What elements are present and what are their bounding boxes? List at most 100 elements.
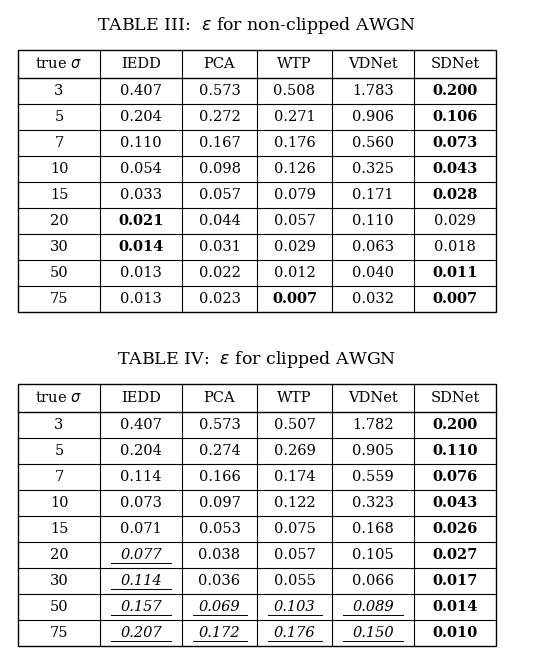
Text: 0.069: 0.069 [199,600,240,614]
Text: 0.200: 0.200 [433,84,478,98]
Text: 3: 3 [54,418,64,432]
Text: 0.076: 0.076 [433,470,478,484]
Text: 0.207: 0.207 [120,626,162,640]
Text: 0.033: 0.033 [120,188,162,202]
Text: 50: 50 [50,266,68,280]
Text: 0.110: 0.110 [120,136,162,150]
Text: 0.040: 0.040 [352,266,394,280]
Text: 0.057: 0.057 [198,188,241,202]
Text: 0.573: 0.573 [198,418,241,432]
Text: 15: 15 [50,188,68,202]
Text: 0.031: 0.031 [198,240,241,254]
Text: 0.507: 0.507 [274,418,315,432]
Bar [18,50,496,312]
Text: VDNet: VDNet [348,57,398,71]
Text: 0.053: 0.053 [198,522,241,536]
Text: 0.028: 0.028 [433,188,478,202]
Text: 0.007: 0.007 [272,292,317,306]
Text: 0.075: 0.075 [274,522,315,536]
Text: TABLE IV:  $\varepsilon$ for clipped AWGN: TABLE IV: $\varepsilon$ for clipped AWGN [118,349,397,371]
Text: 0.114: 0.114 [120,470,162,484]
Text: 0.071: 0.071 [120,522,162,536]
Text: 0.013: 0.013 [120,266,162,280]
Text: 15: 15 [50,522,68,536]
Text: 75: 75 [50,292,68,306]
Text: 0.098: 0.098 [198,162,241,176]
Text: SDNet: SDNet [430,57,480,71]
Text: 0.017: 0.017 [433,574,478,588]
Text: 0.073: 0.073 [120,496,162,510]
Text: 0.407: 0.407 [120,418,162,432]
Text: 0.073: 0.073 [433,136,478,150]
Text: WTP: WTP [278,57,312,71]
Text: 10: 10 [50,496,68,510]
Text: 0.171: 0.171 [352,188,393,202]
Text: 5: 5 [54,444,63,458]
Text: 0.063: 0.063 [352,240,394,254]
Text: true $\sigma$: true $\sigma$ [35,391,82,406]
Text: 0.166: 0.166 [198,470,241,484]
Text: 7: 7 [54,470,63,484]
Text: 0.274: 0.274 [198,444,240,458]
Text: 0.172: 0.172 [199,626,240,640]
Bar [18,384,496,646]
Text: 0.271: 0.271 [274,110,315,124]
Text: 0.323: 0.323 [352,496,394,510]
Text: 0.150: 0.150 [352,626,394,640]
Text: 0.055: 0.055 [274,574,315,588]
Text: 30: 30 [50,574,68,588]
Text: 0.168: 0.168 [352,522,394,536]
Text: true $\sigma$: true $\sigma$ [35,56,82,71]
Text: 0.079: 0.079 [274,188,315,202]
Text: 0.097: 0.097 [198,496,241,510]
Text: 0.106: 0.106 [433,110,478,124]
Text: 0.176: 0.176 [274,136,315,150]
Text: 0.012: 0.012 [274,266,315,280]
Text: 0.204: 0.204 [120,110,162,124]
Text: 0.508: 0.508 [274,84,315,98]
Text: 10: 10 [50,162,68,176]
Text: 0.110: 0.110 [352,214,394,228]
Text: 0.043: 0.043 [433,496,478,510]
Text: TABLE III:  $\varepsilon$ for non-clipped AWGN: TABLE III: $\varepsilon$ for non-clipped… [98,16,417,36]
Text: 0.167: 0.167 [198,136,240,150]
Text: 0.114: 0.114 [120,574,162,588]
Text: 0.057: 0.057 [274,214,315,228]
Text: 0.022: 0.022 [198,266,241,280]
Text: 0.013: 0.013 [120,292,162,306]
Text: 3: 3 [54,84,64,98]
Text: 0.038: 0.038 [198,548,241,562]
Text: 0.029: 0.029 [274,240,315,254]
Text: 0.044: 0.044 [198,214,241,228]
Text: 0.560: 0.560 [352,136,394,150]
Text: 0.126: 0.126 [274,162,315,176]
Text: 0.032: 0.032 [352,292,394,306]
Text: 0.906: 0.906 [352,110,394,124]
Text: 0.272: 0.272 [198,110,240,124]
Text: PCA: PCA [204,57,235,71]
Text: 0.325: 0.325 [352,162,394,176]
Text: 0.089: 0.089 [352,600,394,614]
Text: 0.029: 0.029 [434,214,476,228]
Text: 50: 50 [50,600,68,614]
Text: 0.027: 0.027 [433,548,478,562]
Text: VDNet: VDNet [348,391,398,405]
Text: SDNet: SDNet [430,391,480,405]
Text: 0.122: 0.122 [274,496,315,510]
Text: 20: 20 [50,548,68,562]
Text: 0.066: 0.066 [352,574,394,588]
Text: 1.782: 1.782 [352,418,394,432]
Text: 0.026: 0.026 [433,522,478,536]
Text: 0.018: 0.018 [434,240,476,254]
Text: 0.010: 0.010 [433,626,478,640]
Text: 0.269: 0.269 [274,444,315,458]
Text: 75: 75 [50,626,68,640]
Text: 0.036: 0.036 [198,574,241,588]
Text: 0.007: 0.007 [433,292,478,306]
Text: 5: 5 [54,110,63,124]
Text: PCA: PCA [204,391,235,405]
Text: 0.105: 0.105 [352,548,394,562]
Text: 0.054: 0.054 [120,162,162,176]
Text: 0.157: 0.157 [120,600,162,614]
Text: 0.407: 0.407 [120,84,162,98]
